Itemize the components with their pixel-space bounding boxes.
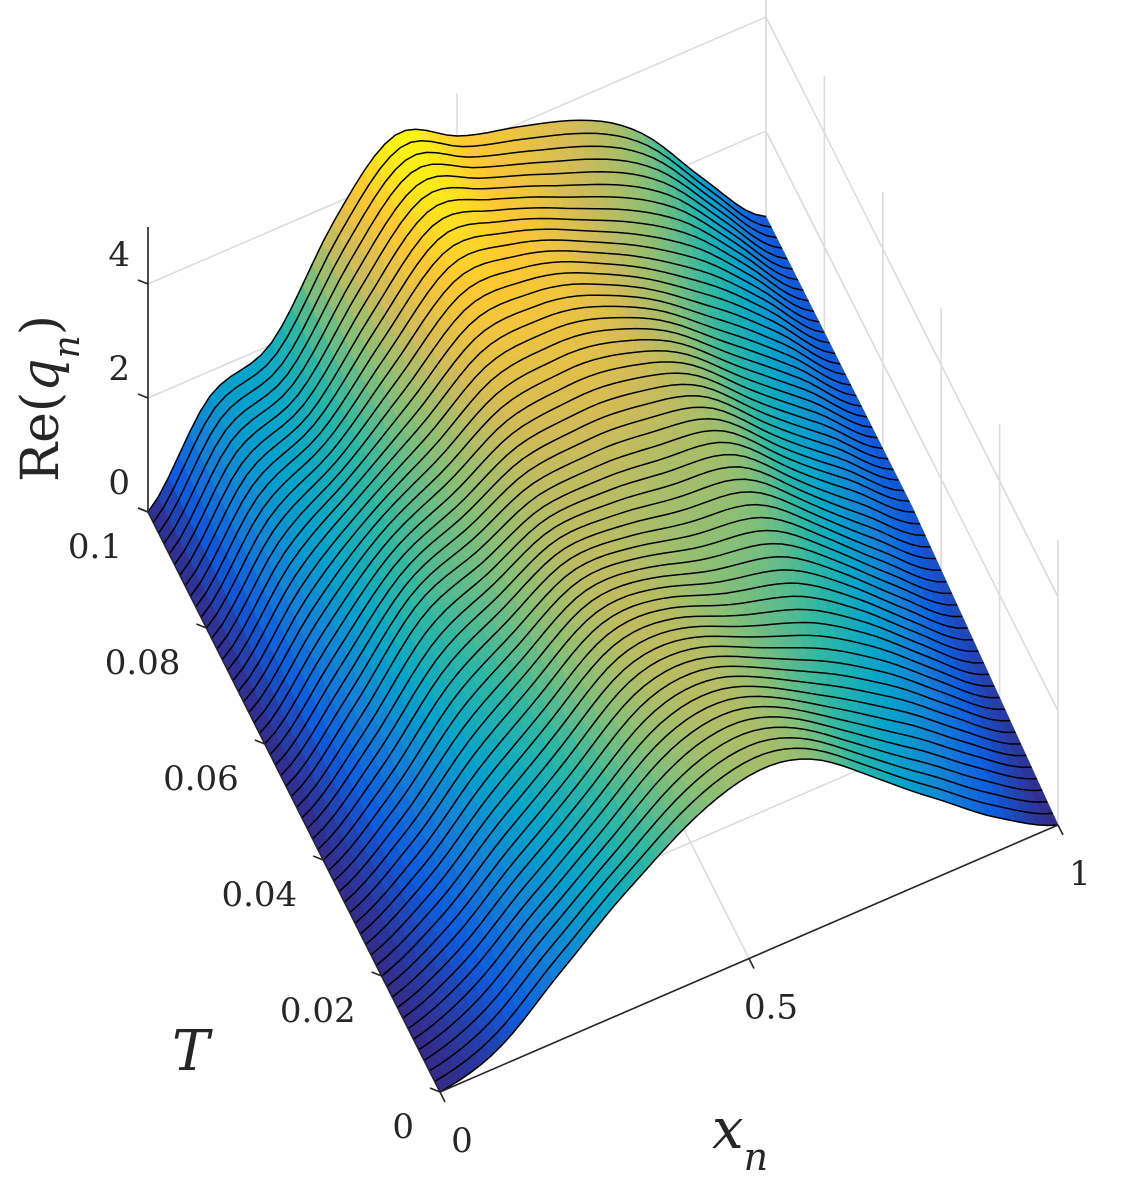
surface-patch xyxy=(956,627,971,635)
surface-strip xyxy=(157,145,780,539)
grid-line xyxy=(765,16,1059,598)
surface-strip xyxy=(171,177,794,566)
mesh-curve xyxy=(168,171,788,555)
mesh-curve xyxy=(179,196,799,576)
surface-strip xyxy=(187,212,810,597)
surface-strip xyxy=(163,158,786,550)
surface-strip xyxy=(147,119,770,518)
mesh-curve xyxy=(184,207,804,587)
surface-strip xyxy=(182,202,804,587)
surface-patch xyxy=(962,639,977,646)
surface-strip xyxy=(152,132,775,529)
surface-strip xyxy=(168,171,791,561)
mesh-curve xyxy=(173,183,793,566)
mesh-curve xyxy=(163,158,783,545)
mesh-curve xyxy=(189,217,809,597)
surface-strip xyxy=(184,207,807,592)
mesh-curve xyxy=(147,119,767,513)
surface-strip xyxy=(173,183,796,571)
grid-line xyxy=(765,130,1059,712)
surface-strip xyxy=(155,139,778,534)
mesh-curve xyxy=(152,132,772,523)
surface-strip xyxy=(189,217,812,603)
surface-strip xyxy=(160,152,783,545)
surface xyxy=(147,119,1059,1093)
mesh-curve xyxy=(157,145,777,534)
